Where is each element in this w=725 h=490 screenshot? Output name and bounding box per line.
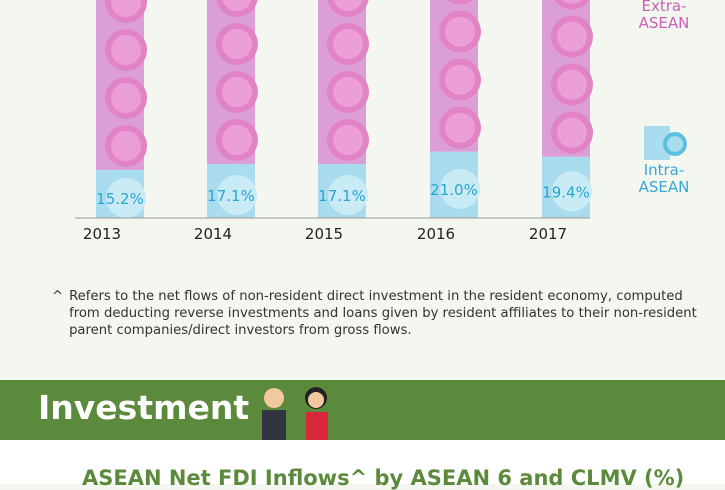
coin-inner xyxy=(557,117,587,148)
icon-body xyxy=(262,410,286,440)
people-icon xyxy=(262,387,328,440)
coin xyxy=(554,0,590,10)
coin-inner xyxy=(333,76,363,107)
value-label: 17.1% xyxy=(318,187,366,205)
coin-inner xyxy=(445,64,475,95)
x-tick-label: 2013 xyxy=(83,225,121,243)
next-section: ASEAN Net FDI Inflows^ by ASEAN 6 and CL… xyxy=(0,440,725,490)
coin-inner xyxy=(222,0,252,11)
coin-inner xyxy=(222,124,252,155)
coin xyxy=(552,171,592,212)
chart: 15.2% 2013 17.1% 2014 17.1% 2015 21.0% 2016 19.4… xyxy=(75,0,593,243)
footnote-text: Refers to the net flows of non-resident … xyxy=(69,289,697,338)
coin xyxy=(446,0,474,5)
coin-inner xyxy=(222,76,252,107)
x-tick-label: 2016 xyxy=(417,225,455,243)
icon-head xyxy=(308,392,324,408)
coin-inner xyxy=(557,69,587,100)
x-tick-label: 2017 xyxy=(529,225,567,243)
legend-extra: Extra-ASEAN xyxy=(638,0,690,32)
coin-inner xyxy=(333,28,363,59)
next-chart-title: ASEAN Net FDI Inflows^ by ASEAN 6 and CL… xyxy=(82,466,685,490)
x-tick-label: 2015 xyxy=(305,225,343,243)
x-tick-label: 2014 xyxy=(194,225,232,243)
legend-intra: Intra-ASEAN xyxy=(638,161,690,196)
value-label: 15.2% xyxy=(96,190,144,208)
coin xyxy=(440,168,480,209)
coin-inner xyxy=(111,82,141,113)
coin-inner xyxy=(111,34,141,65)
coin-inner xyxy=(333,124,363,155)
value-label: 17.1% xyxy=(207,187,255,205)
icon-body xyxy=(306,412,328,440)
value-label: 19.4% xyxy=(542,183,590,201)
coin-inner xyxy=(557,21,587,52)
value-label: 21.0% xyxy=(430,181,478,199)
coin-inner xyxy=(111,0,141,17)
coin xyxy=(217,174,257,215)
coin-inner xyxy=(445,16,475,47)
coin-inner xyxy=(222,28,252,59)
footnote-marker: ^ xyxy=(52,289,64,304)
section-title: Investment xyxy=(38,388,250,427)
icon-coin-inner xyxy=(667,136,683,152)
coin-inner xyxy=(333,0,363,11)
coin-inner xyxy=(445,112,475,143)
icon-head xyxy=(264,388,284,408)
footnote: ^ Refers to the net flows of non-residen… xyxy=(52,288,702,339)
coin xyxy=(328,174,368,215)
coin-inner xyxy=(111,130,141,161)
coin-inner xyxy=(562,0,582,4)
legend-icon xyxy=(644,126,687,160)
section-banner: Investment xyxy=(0,380,725,440)
coin xyxy=(106,177,146,218)
